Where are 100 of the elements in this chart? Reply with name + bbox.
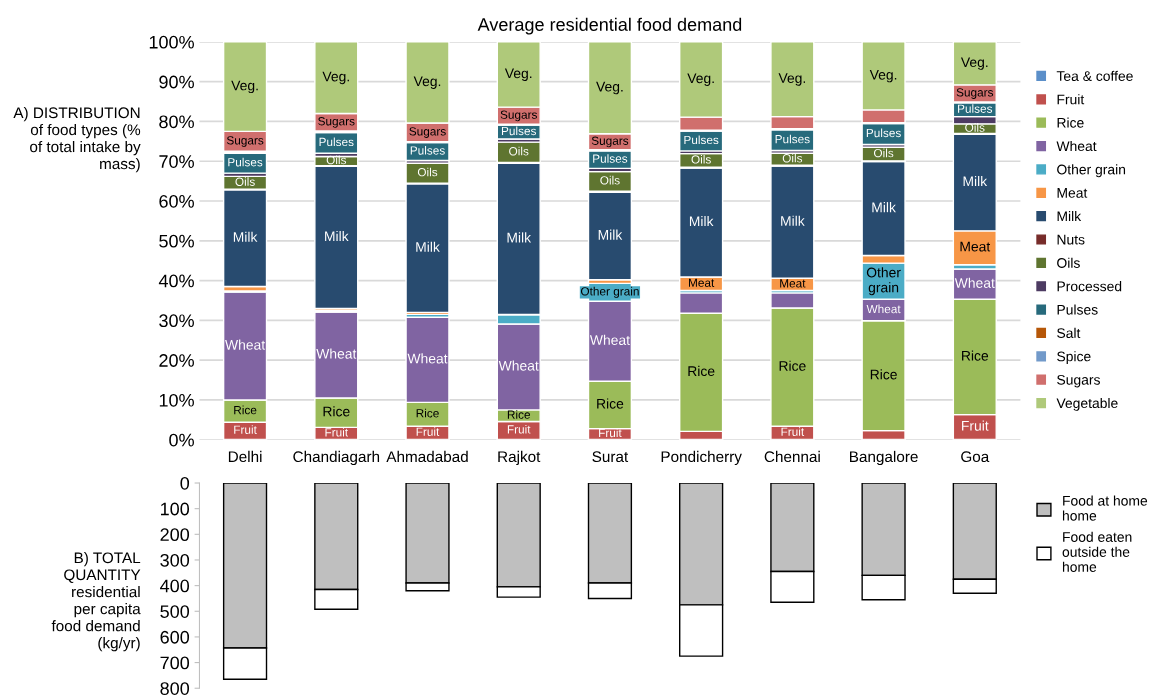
data-label: Milk <box>507 232 532 243</box>
y-tick-label: 100 <box>161 502 190 516</box>
data-label: Pulses <box>866 128 901 138</box>
data-label: Rice <box>688 365 715 377</box>
legend-label: Sugars <box>1057 374 1100 388</box>
data-label: Rice <box>416 408 439 418</box>
y-tick-label: 400 <box>160 579 190 593</box>
data-label: Milk <box>872 202 896 213</box>
data-label: Veg. <box>322 71 349 85</box>
legend-label: Salt <box>1057 327 1081 338</box>
x-tick-label: Delhi <box>228 450 262 463</box>
y-tick-label: 200 <box>160 528 190 542</box>
data-label: Fruit <box>599 428 622 438</box>
data-label: Oils <box>509 146 529 156</box>
legend-label: Wheat <box>1056 140 1097 152</box>
chart-title: Average residential food demand <box>477 17 742 35</box>
data-label: Fruit <box>416 427 440 436</box>
data-label: Pulses <box>775 134 810 144</box>
y-tick-label: 800 <box>160 682 190 695</box>
data-label: Veg. <box>504 68 532 81</box>
y-tick-label: 70% <box>159 155 194 168</box>
legend-label: Food at home home <box>1062 495 1148 521</box>
data-label: Sugars <box>956 88 994 99</box>
data-label: Veg. <box>869 69 897 83</box>
data-label: Meat <box>960 241 991 252</box>
data-label: Fruit <box>962 420 989 431</box>
x-tick-label: Rajkot <box>498 450 541 466</box>
y-tick-label: 700 <box>160 656 190 670</box>
data-label: Meat <box>780 279 806 288</box>
data-label: Oils <box>600 175 620 185</box>
data-label: Wheat <box>225 339 266 350</box>
data-label: Oils <box>782 153 803 163</box>
data-label: Wheat <box>407 353 448 364</box>
y-tick-label: 0 <box>180 476 190 490</box>
legend-label: Oils <box>1057 257 1080 268</box>
data-label: Rice <box>507 410 531 419</box>
y-tick-label: 10% <box>159 393 194 407</box>
data-label: Rice <box>597 398 624 409</box>
data-label: Pulses <box>501 126 537 136</box>
data-label: Rice <box>870 369 897 380</box>
data-label: Veg. <box>960 57 988 70</box>
data-label: Pulses <box>593 154 628 163</box>
data-label: Pulses <box>319 137 354 147</box>
x-tick-label: Surat <box>592 451 629 463</box>
legend-label: Pulses <box>1057 304 1098 315</box>
data-label: Veg. <box>413 76 441 89</box>
data-label: Wheat <box>589 334 630 345</box>
data-label: Oils <box>873 148 894 158</box>
data-label: Oils <box>691 154 711 164</box>
data-label: Veg. <box>596 81 623 95</box>
legend-label: Vegetable <box>1056 397 1118 411</box>
data-label: Oils <box>235 177 255 186</box>
y-tick-label: 40% <box>158 274 194 288</box>
data-label: Milk <box>598 229 623 240</box>
y-tick-label: 300 <box>160 553 190 567</box>
y-tick-label: 90% <box>159 75 194 89</box>
legend-label: Fruit <box>1057 94 1085 105</box>
data-label: Rice <box>323 406 350 417</box>
data-label: Rice <box>234 405 257 415</box>
data-label: Fruit <box>507 424 531 434</box>
data-label: Milk <box>689 216 714 227</box>
legend-label: Nuts <box>1057 234 1085 245</box>
x-tick-label: Goa <box>961 451 990 463</box>
data-label: Wheat <box>316 348 357 359</box>
data-label: Wheat <box>498 360 539 371</box>
legend-label: Processed <box>1057 281 1122 292</box>
legend-label: Milk <box>1057 210 1082 222</box>
data-label: Fruit <box>325 427 349 437</box>
data-label: Milk <box>781 215 805 226</box>
data-label: Sugars <box>591 136 629 148</box>
y-tick-label: 0% <box>169 433 194 447</box>
data-label: Milk <box>325 230 349 242</box>
legend-label: Other grain <box>1057 164 1126 178</box>
data-label: Pulses <box>228 157 263 167</box>
data-label: Pulses <box>410 145 445 155</box>
data-label: Fruit <box>781 427 805 436</box>
data-label: Milk <box>416 241 440 252</box>
data-label: Meat <box>689 278 715 287</box>
data-label: Oils <box>965 123 985 132</box>
data-label: Other grain <box>866 267 901 296</box>
y-tick-label: 50% <box>159 234 194 248</box>
x-tick-label: Chandiagarh <box>293 450 380 466</box>
data-label: Sugars <box>226 136 264 147</box>
data-label: Rice <box>779 360 806 371</box>
data-label: Rice <box>962 350 989 361</box>
data-label: Pulses <box>958 104 993 113</box>
x-tick-label: Pondicherry <box>661 450 742 466</box>
x-tick-label: Bangalore <box>850 450 918 466</box>
data-label: Wheat <box>954 277 995 288</box>
legend-label: Meat <box>1057 188 1088 198</box>
data-label: Fruit <box>234 425 257 434</box>
y-tick-label: 80% <box>159 115 194 129</box>
data-label: Veg. <box>231 80 258 94</box>
data-label: Veg. <box>778 73 805 86</box>
y-tick-label: 100% <box>149 35 194 49</box>
data-label: Sugars <box>318 117 355 128</box>
legend-label: Tea & coffee <box>1056 70 1133 81</box>
data-label: Wheat <box>866 304 901 314</box>
y-tick-label: 500 <box>160 605 190 618</box>
y-axis-title: A) DISTRIBUTION of food types (% of total intake by mass) <box>13 106 141 173</box>
